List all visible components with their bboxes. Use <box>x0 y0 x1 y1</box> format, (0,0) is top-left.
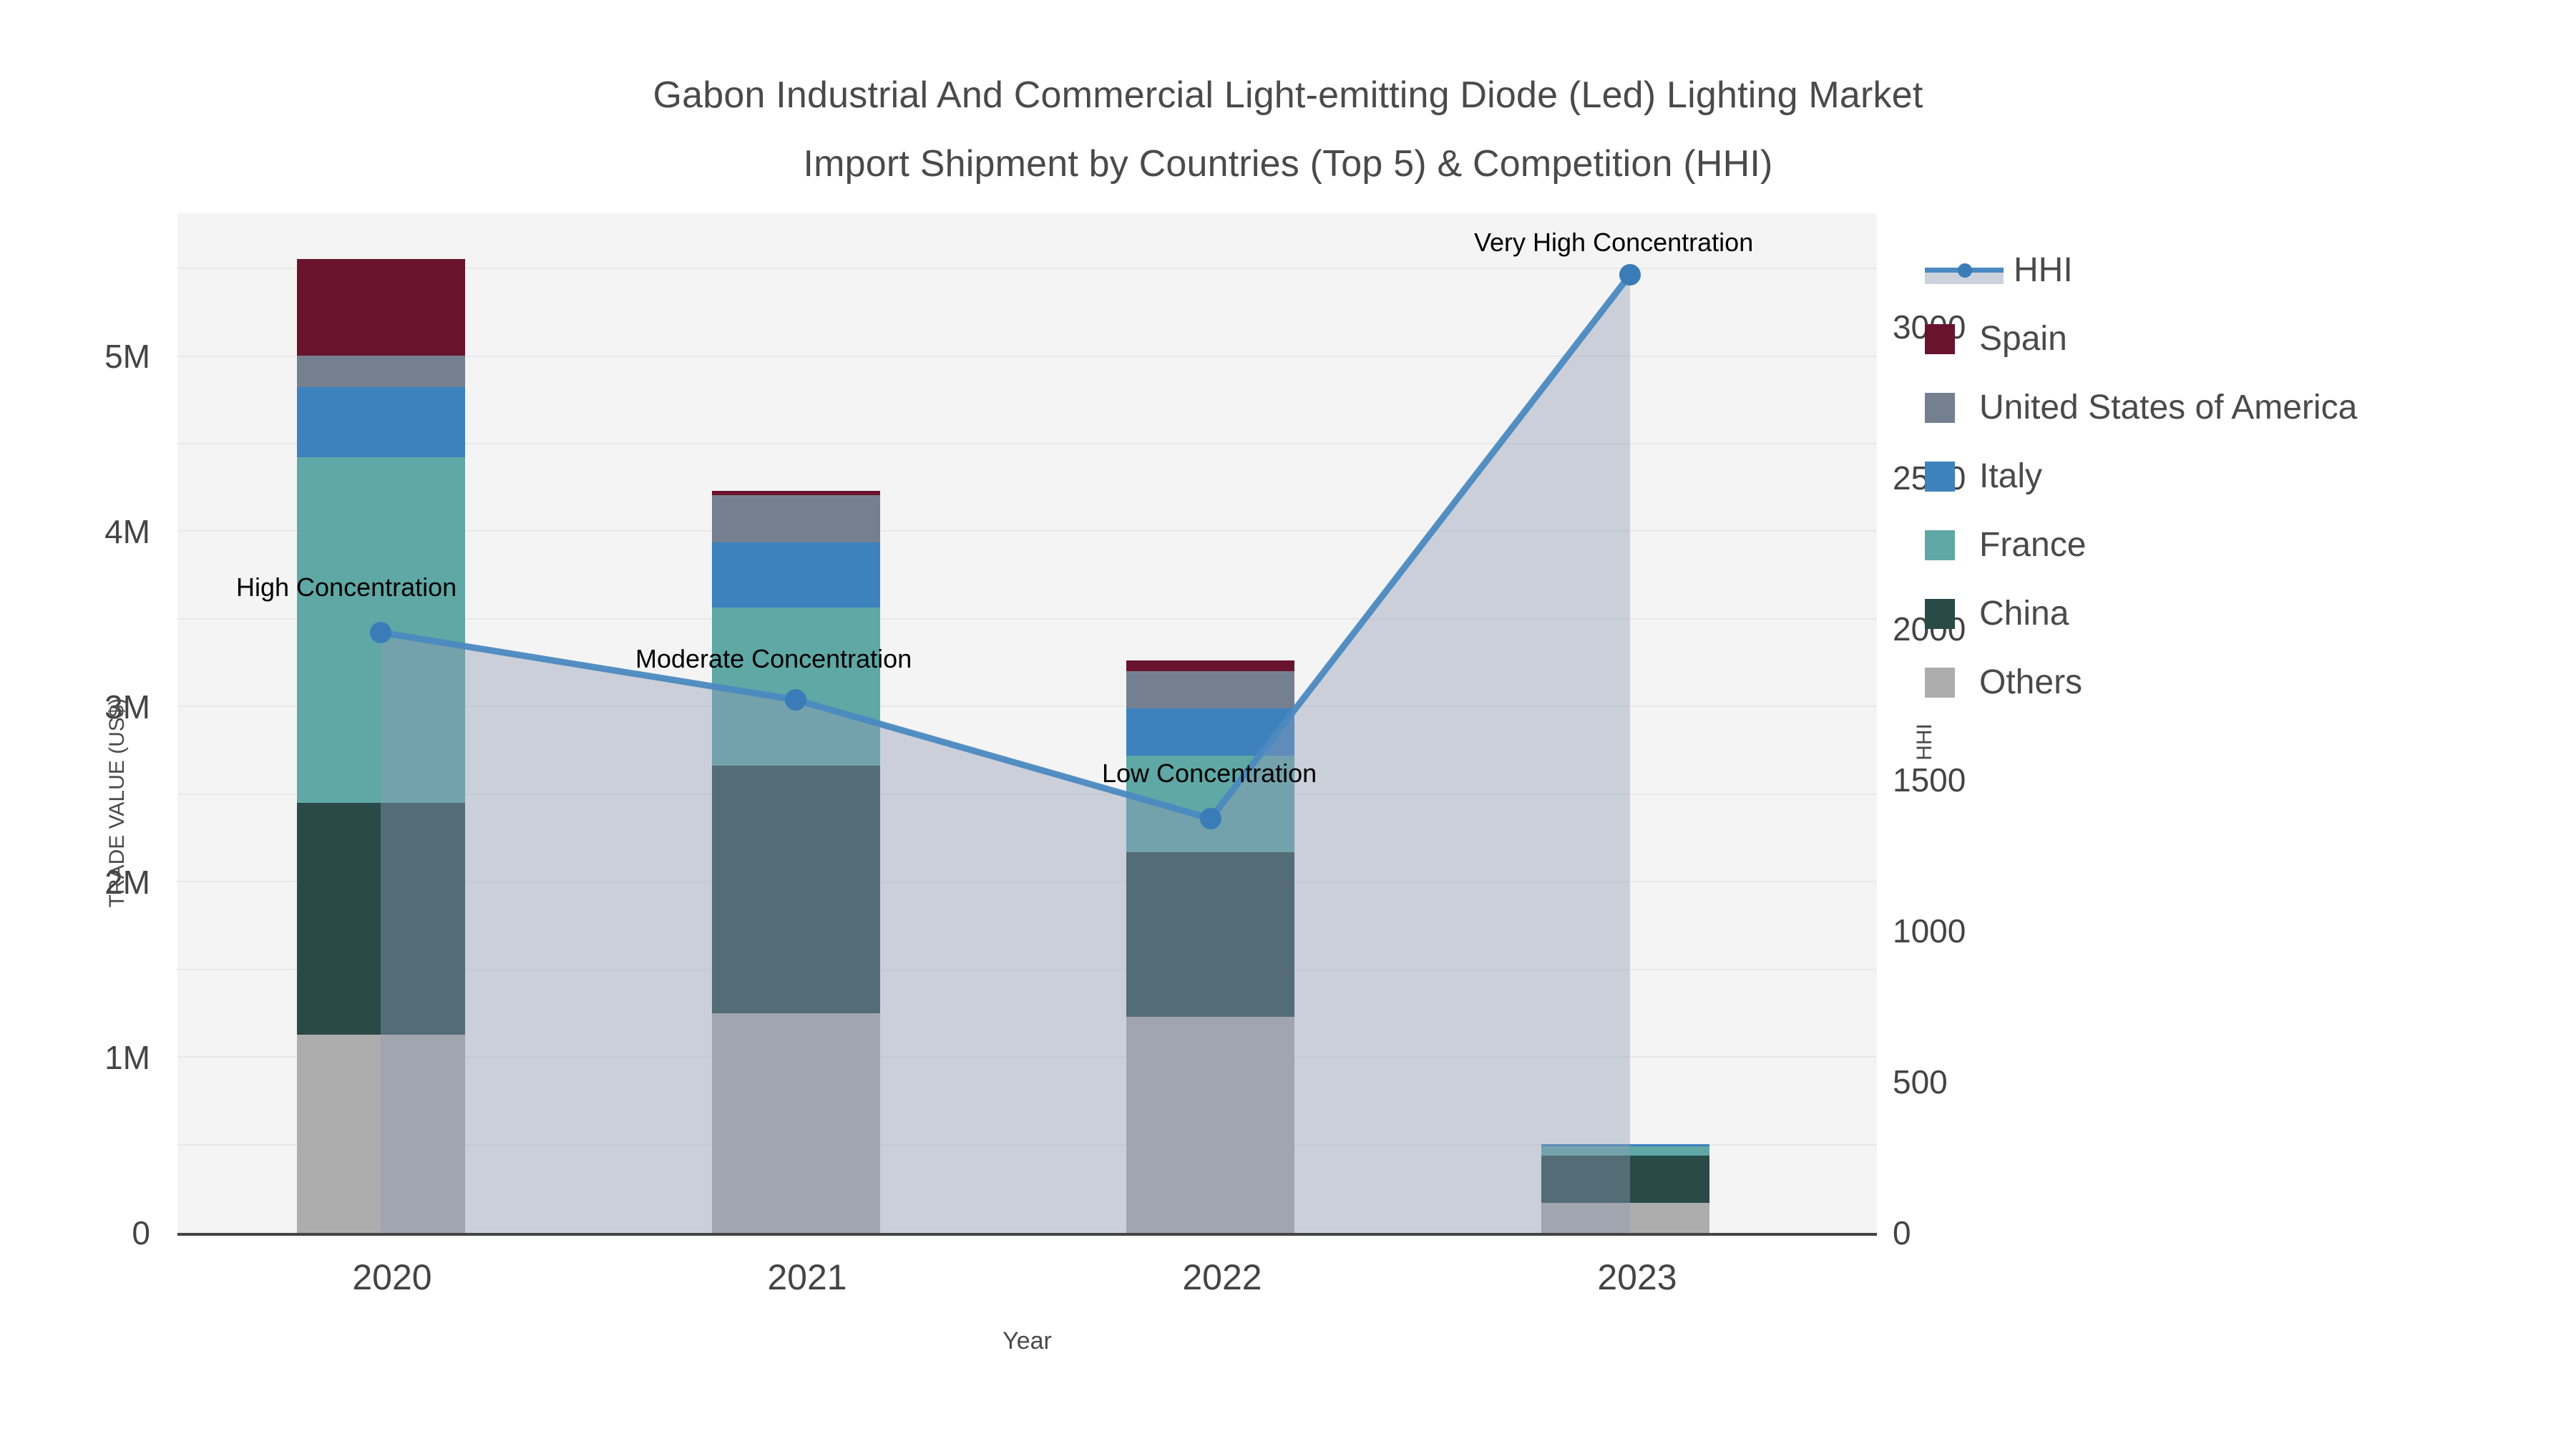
legend-label-hhi: HHI <box>2014 251 2073 289</box>
annotation-low-concentration: Low Concentration <box>1102 758 1317 788</box>
y-left-tick-5m: 5M <box>104 338 150 375</box>
chart-title-line-2: Import Shipment by Countries (Top 5) & C… <box>803 143 1773 185</box>
bar-segment-china-2023[interactable] <box>1541 1156 1709 1203</box>
bar-segment-france-2021[interactable] <box>712 608 880 766</box>
bar-segment-italy-2020[interactable] <box>297 387 465 457</box>
bar-2020[interactable] <box>297 259 465 1233</box>
gridline <box>177 881 1877 882</box>
x-axis-label: Year <box>1002 1327 1052 1355</box>
bar-segment-china-2021[interactable] <box>712 766 880 1013</box>
legend-swatch-icon-usa <box>1925 393 1955 423</box>
bar-segment-china-2022[interactable] <box>1126 852 1294 1017</box>
bar-segment-others-2022[interactable] <box>1126 1017 1294 1233</box>
bar-2023[interactable] <box>1541 1144 1709 1233</box>
bar-segment-others-2023[interactable] <box>1541 1203 1709 1233</box>
legend: HHI Spain United States of America Italy… <box>1925 236 2555 717</box>
y-left-tick-1m: 1M <box>104 1039 150 1076</box>
bar-2022[interactable] <box>1126 660 1294 1233</box>
chart-title-line-1: Gabon Industrial And Commercial Light-em… <box>653 74 1923 116</box>
y-right-tick-1000: 1000 <box>1893 912 1966 950</box>
y-left-tick-4m: 4M <box>104 513 150 550</box>
legend-item-hhi[interactable]: HHI <box>1925 236 2555 305</box>
y-left-tick-3m: 3M <box>104 688 150 726</box>
legend-swatch-icon-italy <box>1925 462 1955 492</box>
y-axis-left-label: TRADE VALUE (US$) <box>105 698 129 908</box>
bar-segment-italy-2021[interactable] <box>712 542 880 608</box>
plot-area <box>177 213 1877 1233</box>
x-tick-2020: 2020 <box>352 1257 432 1297</box>
y-left-tick-0: 0 <box>132 1214 150 1252</box>
bar-segment-france-2023[interactable] <box>1541 1146 1709 1156</box>
legend-item-united-states-of-america[interactable]: United States of America <box>1925 374 2555 442</box>
chart-title: Gabon Industrial And Commercial Light-em… <box>0 61 2576 198</box>
legend-item-china[interactable]: China <box>1925 580 2555 648</box>
bar-segment-italy-2022[interactable] <box>1126 708 1294 756</box>
annotation-very-high-concentration: Very High Concentration <box>1474 228 1754 257</box>
bar-segment-china-2020[interactable] <box>297 803 465 1035</box>
x-tick-2022: 2022 <box>1182 1257 1262 1297</box>
legend-label-france: France <box>1979 526 2087 564</box>
legend-swatch-icon-china <box>1925 599 1955 629</box>
bar-segment-usa-2022[interactable] <box>1126 671 1294 708</box>
gridline <box>177 1144 1877 1146</box>
legend-label-china: China <box>1979 595 2069 633</box>
bar-segment-spain-2021[interactable] <box>712 491 880 495</box>
legend-swatch-icon-others <box>1925 668 1955 698</box>
x-tick-2021: 2021 <box>767 1257 847 1297</box>
bar-segment-spain-2020[interactable] <box>297 259 465 356</box>
legend-label-others: Others <box>1979 663 2083 701</box>
y-right-tick-500: 500 <box>1893 1063 1948 1101</box>
legend-swatch-icon-spain <box>1925 324 1955 354</box>
legend-label-usa: United States of America <box>1979 389 2358 426</box>
gridline <box>177 969 1877 970</box>
y-right-tick-1500: 1500 <box>1893 761 1966 799</box>
legend-swatch-icon-france <box>1925 530 1955 560</box>
legend-label-spain: Spain <box>1979 320 2067 358</box>
hhi-line-icon <box>1925 255 2004 286</box>
y-left-tick-2m: 2M <box>104 864 150 901</box>
bar-segment-usa-2020[interactable] <box>297 356 465 387</box>
x-axis-line <box>177 1233 1877 1236</box>
legend-item-italy[interactable]: Italy <box>1925 442 2555 511</box>
annotation-high-concentration: High Concentration <box>236 572 457 602</box>
bar-segment-others-2020[interactable] <box>297 1035 465 1233</box>
bar-segment-usa-2021[interactable] <box>712 495 880 542</box>
x-tick-2023: 2023 <box>1597 1257 1677 1297</box>
legend-item-france[interactable]: France <box>1925 511 2555 580</box>
legend-item-others[interactable]: Others <box>1925 648 2555 717</box>
y-right-tick-0: 0 <box>1893 1214 1911 1252</box>
bar-segment-others-2021[interactable] <box>712 1013 880 1233</box>
legend-item-spain[interactable]: Spain <box>1925 305 2555 374</box>
gridline <box>177 1056 1877 1058</box>
annotation-moderate-concentration: Moderate Concentration <box>635 644 912 673</box>
bar-segment-france-2020[interactable] <box>297 457 465 803</box>
legend-label-italy: Italy <box>1979 457 2043 495</box>
bar-segment-spain-2022[interactable] <box>1126 660 1294 671</box>
gridline <box>177 268 1877 269</box>
bar-segment-italy-2023[interactable] <box>1541 1144 1709 1146</box>
